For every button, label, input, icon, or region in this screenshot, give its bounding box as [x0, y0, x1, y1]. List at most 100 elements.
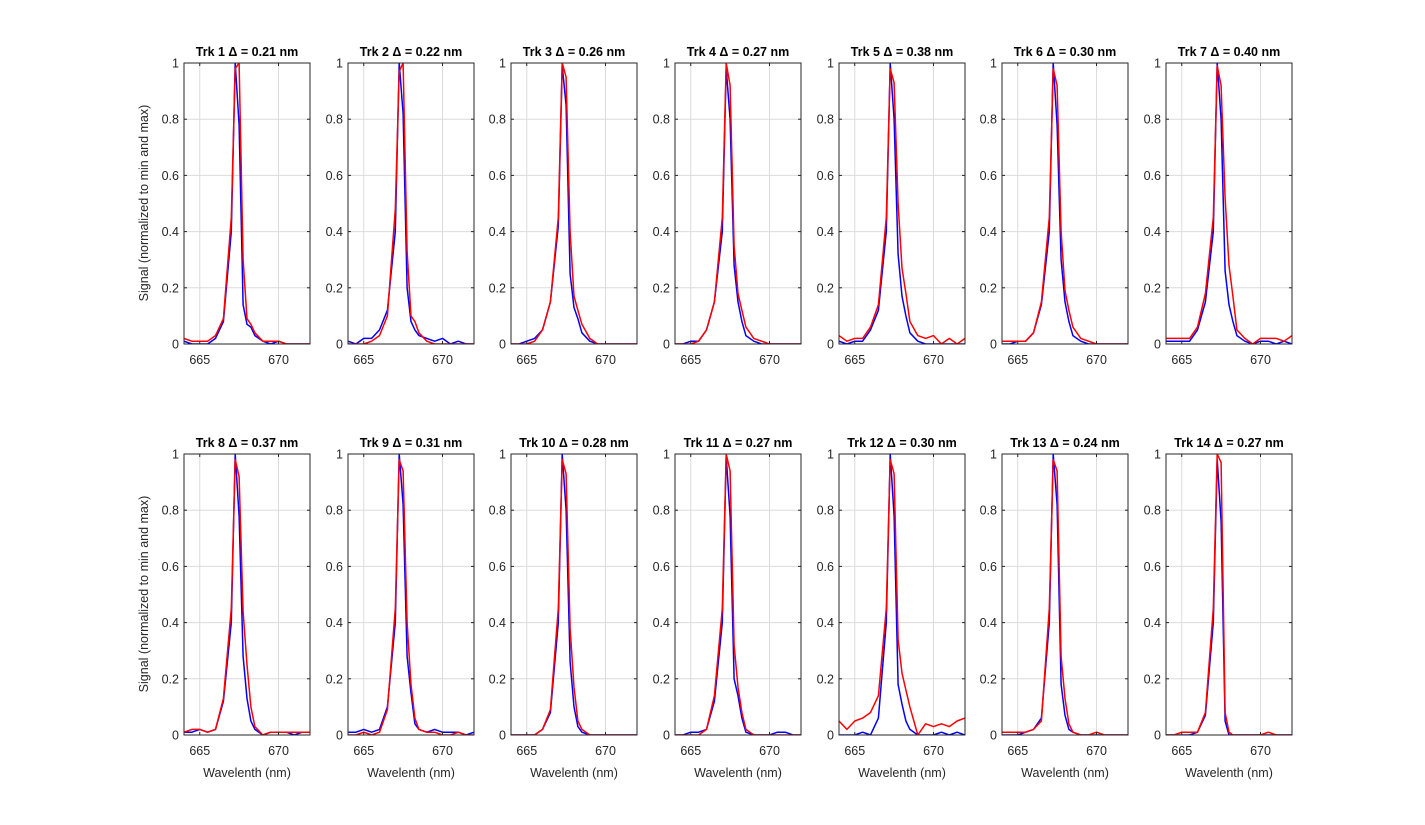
subplot-panel: 0 0.2 0.4 0.6 0.8 1 665 670 Trk 11 Δ = 0.27 nm Wa…: [653, 436, 802, 780]
x-tick-label: 670: [432, 353, 453, 367]
axes-box: [347, 453, 475, 736]
subplot-title: Trk 4 Δ = 0.27 nm: [687, 45, 789, 59]
y-tick-label: 0.8: [326, 504, 343, 518]
subplot-panel: 0 0.2 0.4 0.6 0.8 1 665 670 Trk 10 Δ = 0.28 nm Wa…: [489, 436, 638, 780]
x-axis-label: Wavelenth (nm): [694, 766, 782, 780]
x-tick-label: 670: [1250, 353, 1271, 367]
y-tick-label: 0.6: [817, 560, 834, 574]
red-series-line: [839, 67, 965, 344]
y-tick-label: 0.6: [980, 560, 997, 574]
red-series-line: [1002, 458, 1128, 735]
x-tick-label: 670: [268, 744, 289, 758]
y-tick-label: 0.6: [326, 560, 343, 574]
y-tick-label: 0.6: [1144, 560, 1161, 574]
y-tick-label: 0.4: [1144, 616, 1161, 630]
red-series-line: [511, 458, 637, 735]
y-tick-label: 0: [827, 729, 834, 743]
blue-series-line: [348, 63, 474, 344]
blue-series-line: [1166, 63, 1292, 344]
x-tick-label: 665: [189, 744, 210, 758]
blue-series-line: [184, 454, 310, 735]
y-tick-label: 0.6: [489, 560, 506, 574]
y-tick-label: 0.2: [489, 281, 506, 295]
y-tick-label: 0.8: [980, 504, 997, 518]
subplot-panel: 0 0.2 0.4 0.6 0.8 1 665 670 Trk 12 Δ = 0.30 nm Wa…: [817, 436, 966, 780]
red-series-line: [675, 63, 801, 344]
y-tick-label: 0.8: [1144, 113, 1161, 127]
x-tick-label: 665: [353, 353, 374, 367]
subplot-panel: 0 0.2 0.4 0.6 0.8 1 665 670 Trk 7 Δ = 0.40 nm: [1144, 45, 1293, 367]
subplot-title: Trk 1 Δ = 0.21 nm: [196, 45, 298, 59]
x-tick-label: 665: [353, 744, 374, 758]
y-tick-label: 0: [336, 729, 343, 743]
red-series-line: [511, 63, 637, 344]
y-tick-label: 0: [663, 338, 670, 352]
x-tick-label: 670: [1086, 353, 1107, 367]
axes-box: [183, 453, 311, 736]
x-tick-label: 665: [516, 744, 537, 758]
x-axis-label: Wavelenth (nm): [1185, 766, 1273, 780]
y-tick-label: 0.4: [653, 225, 670, 239]
x-axis-label: Wavelenth (nm): [858, 766, 946, 780]
y-tick-label: 0.6: [653, 169, 670, 183]
subplot-title: Trk 11 Δ = 0.27 nm: [684, 436, 793, 450]
y-tick-label: 0.2: [489, 672, 506, 686]
x-tick-label: 670: [595, 353, 616, 367]
axes-box: [674, 62, 802, 345]
y-tick-label: 0.2: [980, 672, 997, 686]
y-tick-label: 0: [990, 338, 997, 352]
x-tick-label: 670: [759, 353, 780, 367]
y-tick-label: 0.2: [817, 281, 834, 295]
y-tick-label: 0: [499, 338, 506, 352]
y-tick-label: 0.2: [653, 672, 670, 686]
y-tick-label: 0: [336, 338, 343, 352]
x-tick-label: 665: [680, 353, 701, 367]
blue-series-line: [1166, 458, 1292, 735]
y-tick-label: 0.8: [162, 113, 179, 127]
y-tick-label: 1: [990, 448, 997, 462]
subplot-title: Trk 2 Δ = 0.22 nm: [360, 45, 462, 59]
y-tick-label: 0.2: [1144, 672, 1161, 686]
y-tick-label: 0: [172, 338, 179, 352]
axes-box: [1001, 453, 1129, 736]
subplot-panel: 0 0.2 0.4 0.6 0.8 1 665 670 Trk 3 Δ = 0.26 nm: [489, 45, 638, 367]
y-tick-label: 0.2: [162, 672, 179, 686]
y-tick-label: 0.6: [817, 169, 834, 183]
y-tick-label: 0.8: [489, 113, 506, 127]
subplot-title: Trk 5 Δ = 0.38 nm: [851, 45, 953, 59]
y-tick-label: 1: [336, 448, 343, 462]
x-axis-label: Wavelenth (nm): [367, 766, 455, 780]
red-series-line: [184, 63, 310, 344]
y-tick-label: 0.8: [326, 113, 343, 127]
subplot-panel: 0 0.2 0.4 0.6 0.8 1 665 670 Trk 6 Δ = 0.30 nm: [980, 45, 1129, 367]
x-tick-label: 670: [923, 353, 944, 367]
red-series-line: [1002, 67, 1128, 344]
y-tick-label: 0.2: [326, 672, 343, 686]
red-series-line: [675, 454, 801, 735]
subplot-title: Trk 14 Δ = 0.27 nm: [1174, 436, 1283, 450]
blue-series-line: [675, 456, 801, 735]
subplot-panel: 0 0.2 0.4 0.6 0.8 1 665 670 Trk 9 Δ = 0.31 nm Wav…: [326, 436, 475, 780]
axes-box: [674, 453, 802, 736]
blue-series-line: [1002, 63, 1128, 344]
subplot-title: Trk 8 Δ = 0.37 nm: [196, 436, 298, 450]
subplot-panel: 0 0.2 0.4 0.6 0.8 1 665 670 Trk 2 Δ = 0.22 nm: [326, 45, 475, 367]
axes-box: [838, 62, 966, 345]
y-tick-label: 1: [663, 57, 670, 71]
axes-box: [1165, 62, 1293, 345]
subplot-title: Trk 13 Δ = 0.24 nm: [1010, 436, 1119, 450]
y-tick-label: 0.4: [489, 616, 506, 630]
axes-box: [347, 62, 475, 345]
y-tick-label: 0.4: [162, 225, 179, 239]
red-series-line: [1166, 454, 1292, 735]
y-tick-label: 0.8: [653, 113, 670, 127]
y-tick-label: 1: [990, 57, 997, 71]
y-tick-label: 0.6: [1144, 169, 1161, 183]
x-axis-label: Wavelenth (nm): [530, 766, 618, 780]
y-tick-label: 0: [1154, 338, 1161, 352]
y-tick-label: 0: [990, 729, 997, 743]
x-tick-label: 665: [680, 744, 701, 758]
y-tick-label: 0.4: [980, 616, 997, 630]
x-tick-label: 670: [759, 744, 780, 758]
y-tick-label: 0.8: [489, 504, 506, 518]
